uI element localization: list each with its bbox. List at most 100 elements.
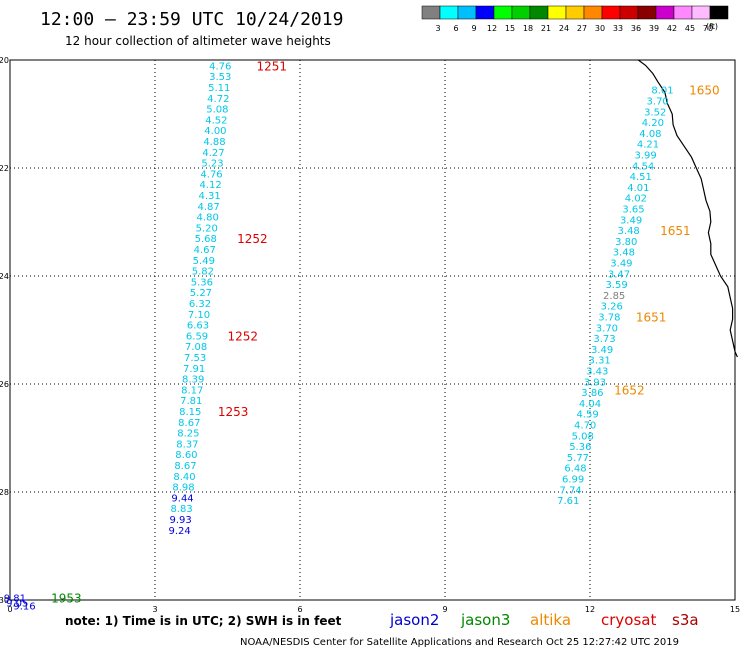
mission-cryosat: cryosat: [601, 611, 656, 629]
wave-height-value: 3.80: [615, 237, 637, 248]
wave-height-value: 4.87: [198, 202, 220, 213]
pass-number-label: 1651: [660, 224, 691, 238]
credit-line: NOAA/NESDIS Center for Satellite Applica…: [240, 637, 679, 648]
wave-height-value: 3.43: [586, 367, 608, 378]
legend-swatch: [439, 5, 459, 20]
legend-label: 3: [435, 24, 440, 33]
wave-height-value: 9.44: [171, 493, 193, 504]
axis-tick-labels: 0 3 6 9 12 15 -20 -22 -24 -26 -28 -30: [0, 56, 740, 614]
x-tick-label: 9: [442, 605, 447, 614]
wave-height-value: 8.17: [181, 385, 203, 396]
pass-labels: 1251 1252 1252 1253 1650 1651 1651 1652 1953: [51, 59, 720, 605]
wave-height-value: 3.48: [613, 248, 635, 259]
wave-height-value: 4.72: [207, 94, 229, 105]
pass-number-label: 1252: [228, 329, 259, 343]
coastline-path: [637, 59, 738, 358]
wave-height-value: 9.93: [169, 515, 191, 526]
wave-height-value: 4.59: [576, 410, 598, 421]
legend-swatch: [601, 5, 621, 20]
legend-label: 36: [631, 24, 641, 33]
legend-label: 33: [613, 24, 623, 33]
y-tick-label: -28: [0, 488, 9, 497]
wave-height-value: 3.70: [647, 97, 669, 108]
wave-height-value: 5.23: [201, 159, 223, 170]
wave-height-value: 8.01: [651, 86, 673, 97]
wave-height-tracks: 4.763.535.114.725.084.524.004.884.275.23…: [4, 61, 674, 612]
y-tick-label: -20: [0, 56, 9, 65]
wave-height-value: 8.67: [178, 418, 200, 429]
wave-height-value: 8.98: [172, 483, 194, 494]
wave-height-value: 4.02: [625, 194, 647, 205]
wave-height-value: 8.60: [175, 450, 197, 461]
y-tick-label: -24: [0, 272, 9, 281]
wave-height-value: 4.20: [642, 118, 664, 129]
wave-height-value: 6.99: [562, 475, 584, 486]
legend-label: 39: [649, 24, 659, 33]
legend-swatch: [475, 5, 495, 20]
wave-height-value: 4.67: [194, 245, 216, 256]
wave-height-value: 3.49: [591, 345, 613, 356]
wave-height-value: 5.82: [192, 267, 214, 278]
legend-swatch: [565, 5, 585, 20]
wave-height-value: 3.47: [608, 269, 630, 280]
wave-height-value: 4.76: [200, 169, 222, 180]
wave-height-value: 4.27: [202, 148, 224, 159]
wave-height-value: 3.78: [598, 313, 620, 324]
wave-height-value: 3.48: [618, 226, 640, 237]
wave-height-value: 3.86: [581, 388, 603, 399]
legend-swatch: [493, 5, 513, 20]
wave-height-value: 4.21: [637, 140, 659, 151]
wave-height-value: 7.61: [557, 496, 579, 507]
pass-number-label: 1652: [614, 383, 645, 397]
legend-swatch: [655, 5, 675, 20]
wave-height-value: 9.24: [169, 526, 191, 537]
x-tick-label: 12: [585, 605, 595, 614]
wave-height-value: 4.70: [574, 421, 596, 432]
mission-altika: altika: [530, 611, 571, 629]
wave-height-value: 8.37: [176, 439, 198, 450]
mission-s3a: s3a: [672, 611, 699, 629]
wave-height-value: 4.31: [198, 191, 220, 202]
wave-height-value: 3.52: [644, 107, 666, 118]
legend-swatch: [529, 5, 549, 20]
legend-swatch: [547, 5, 567, 20]
wave-height-value: 7.81: [180, 396, 202, 407]
wave-height-value: 5.77: [567, 453, 589, 464]
legend-swatch: [637, 5, 657, 20]
wave-height-value: 9.16: [13, 601, 35, 612]
wave-height-value: 4.00: [204, 126, 226, 137]
wave-height-value: 5.08: [206, 105, 228, 116]
legend-swatch: [673, 5, 693, 20]
legend-swatch: [709, 5, 729, 20]
pass-number-label: 1251: [257, 59, 288, 73]
legend-swatch: [511, 5, 531, 20]
wave-height-value: 7.53: [184, 353, 206, 364]
legend-label: 45: [685, 24, 695, 33]
wave-height-value: 4.76: [209, 61, 231, 72]
wave-height-value: 3.65: [622, 205, 644, 216]
wave-height-value: 9.81: [4, 593, 26, 604]
wave-height-value: 8.67: [174, 461, 196, 472]
pass-number-label: 1953: [51, 591, 82, 605]
wave-height-value: 7.10: [188, 310, 210, 321]
wave-height-value: 3.70: [596, 323, 618, 334]
coastline: [637, 59, 738, 358]
wave-height-value: 7.91: [183, 364, 205, 375]
wave-height-value: 5.08: [572, 431, 594, 442]
legend-label: 9: [471, 24, 476, 33]
x-tick-label: 0: [7, 605, 12, 614]
wave-height-value: 4.52: [205, 115, 227, 126]
x-tick-label: 6: [297, 605, 302, 614]
wave-height-value: 3.59: [605, 280, 627, 291]
wave-height-value: 4.88: [203, 137, 225, 148]
legend-swatch: [619, 5, 639, 20]
wave-height-value: 3.26: [601, 302, 623, 313]
y-tick-label: -22: [0, 164, 9, 173]
pass-number-label: 1651: [636, 311, 667, 325]
legend-label: 70: [703, 24, 713, 33]
wave-height-value: 3.49: [610, 259, 632, 270]
legend-label: 27: [577, 24, 587, 33]
legend-label: 24: [559, 24, 569, 33]
wave-height-value: 3.31: [589, 356, 611, 367]
